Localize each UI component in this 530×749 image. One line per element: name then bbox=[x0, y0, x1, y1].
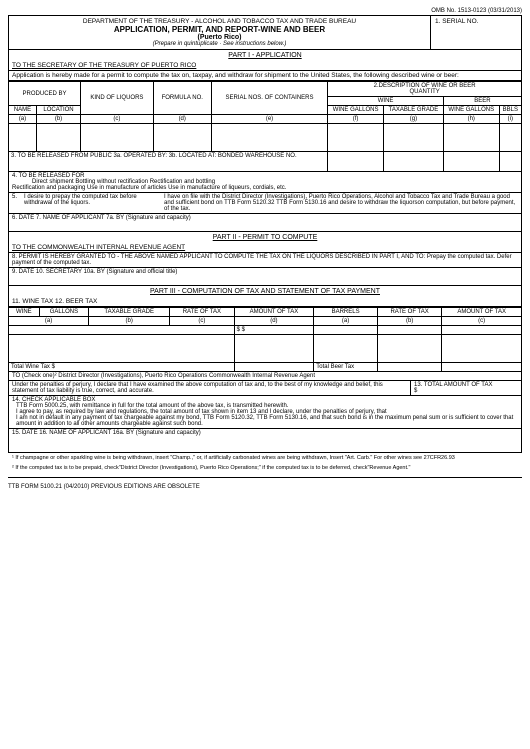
col-bbls: BBLS bbox=[499, 106, 521, 115]
col-location: LOCATION bbox=[36, 106, 80, 115]
tax-table: WINE GALLONS TAXABLE GRADE RATE OF TAX A… bbox=[8, 307, 522, 372]
serial-no-box[interactable]: 1. SERIAL NO. bbox=[431, 16, 521, 49]
part1-intro: Application is hereby made for a permit … bbox=[8, 71, 522, 81]
cell[interactable] bbox=[9, 124, 37, 152]
form-subtitle: (Puerto Rico) bbox=[13, 34, 426, 41]
col-wine: WINE bbox=[328, 97, 444, 106]
department: DEPARTMENT OF THE TREASURY - ALCOHOL AND… bbox=[13, 18, 426, 25]
col-amttax: AMOUNT OF TAX bbox=[234, 308, 314, 317]
perjury: Under the penalties of perjury, I declar… bbox=[9, 381, 411, 395]
col-produced-by: PRODUCED BY bbox=[9, 82, 81, 106]
col-c: (c) bbox=[81, 115, 154, 124]
form-title: APPLICATION, PERMIT, AND REPORT-WINE AND… bbox=[13, 25, 426, 34]
item11: 11. WINE TAX 12. BEER TAX bbox=[8, 297, 522, 307]
col-wine-gallons2: WINE GALLONS bbox=[443, 106, 499, 115]
part3-heading: PART III - COMPUTATION OF TAX AND STATEM… bbox=[8, 285, 522, 297]
part1-heading: PART I - APPLICATION bbox=[8, 50, 522, 61]
footnote1: ¹ If champagne or other sparkling wine i… bbox=[8, 453, 522, 463]
item5: 5. I desire to prepay the computed tax b… bbox=[8, 193, 522, 214]
description-table: PRODUCED BY KIND OF LIQUORS FORMULA NO. … bbox=[8, 81, 522, 172]
col-f: (f) bbox=[328, 115, 384, 124]
item15[interactable]: 15. DATE 16. NAME OF APPLICANT 16a. BY (… bbox=[8, 429, 522, 453]
to-check: TO (Check one)² District Director (Inves… bbox=[8, 372, 522, 381]
item8: 8. PERMIT IS HEREBY GRANTED TO - THE ABO… bbox=[8, 253, 522, 268]
item9[interactable]: 9. DATE 10. SECRETARY 10a. BY (Signature… bbox=[8, 268, 522, 286]
col-h: (h) bbox=[443, 115, 499, 124]
col-taxable-grade: TAXABLE GRADE bbox=[383, 106, 443, 115]
col-quantity: 2.DESCRIPTION OF WINE OR BEER QUANTITY bbox=[328, 82, 522, 97]
col-i: (i) bbox=[499, 115, 521, 124]
form-footer: TTB FORM 5100.21 (04/2010) PREVIOUS EDIT… bbox=[8, 484, 522, 490]
col-barrels: BARRELS bbox=[314, 308, 378, 317]
col-amttax2: AMOUNT OF TAX bbox=[442, 308, 522, 317]
col-a: (a) bbox=[9, 115, 37, 124]
item14: 14. CHECK APPLICABLE BOX TTB Form 5000.2… bbox=[8, 396, 522, 429]
omb-number: OMB No. 1513-0123 (03/31/2013) bbox=[8, 8, 522, 14]
col-formula: FORMULA NO. bbox=[153, 82, 211, 115]
col-taxgrade: TAXABLE GRADE bbox=[89, 308, 170, 317]
col-name: NAME bbox=[9, 106, 37, 115]
col-ratetax: RATE OF TAX bbox=[170, 308, 234, 317]
part1-to: TO THE SECRETARY OF THE TREASURY OF PUER… bbox=[8, 61, 522, 71]
col-beer: BEER bbox=[443, 97, 521, 106]
form-header: DEPARTMENT OF THE TREASURY - ALCOHOL AND… bbox=[8, 15, 522, 50]
total-wine-tax: Total Wine Tax $ bbox=[9, 363, 235, 372]
prepare-note: (Prepare in quintuplicate · See instruct… bbox=[13, 41, 426, 47]
part2-heading: PART II - PERMIT TO COMPUTE bbox=[8, 231, 522, 243]
col-gallons: GALLONS bbox=[39, 308, 89, 317]
col-wine-gallons: WINE GALLONS bbox=[328, 106, 384, 115]
footnote2: ² If the computed tax is to be prepaid, … bbox=[8, 463, 522, 473]
item3: 3. TO BE RELEASED FROM PUBLIC 3a. OPERAT… bbox=[9, 152, 328, 172]
col-ratetax2: RATE OF TAX bbox=[377, 308, 441, 317]
col-g: (g) bbox=[383, 115, 443, 124]
col-serial-nos: SERIAL NOS. OF CONTAINERS bbox=[211, 82, 328, 115]
total-beer-tax: Total Beer Tax bbox=[314, 363, 378, 372]
item4: 4. TO BE RELEASED FOR Direct shipment Bo… bbox=[8, 172, 522, 193]
part2-to: TO THE COMMONWEALTH INTERNAL REVENUE AGE… bbox=[8, 243, 522, 253]
item13[interactable]: 13. TOTAL AMOUNT OF TAX $ bbox=[411, 381, 521, 395]
col-b: (b) bbox=[36, 115, 80, 124]
col-e: (e) bbox=[211, 115, 328, 124]
item6[interactable]: 6. DATE 7. NAME OF APPLICANT 7a. BY (Sig… bbox=[8, 214, 522, 232]
col-wine2: WINE bbox=[9, 308, 40, 317]
col-kind: KIND OF LIQUORS bbox=[81, 82, 154, 115]
col-d: (d) bbox=[153, 115, 211, 124]
